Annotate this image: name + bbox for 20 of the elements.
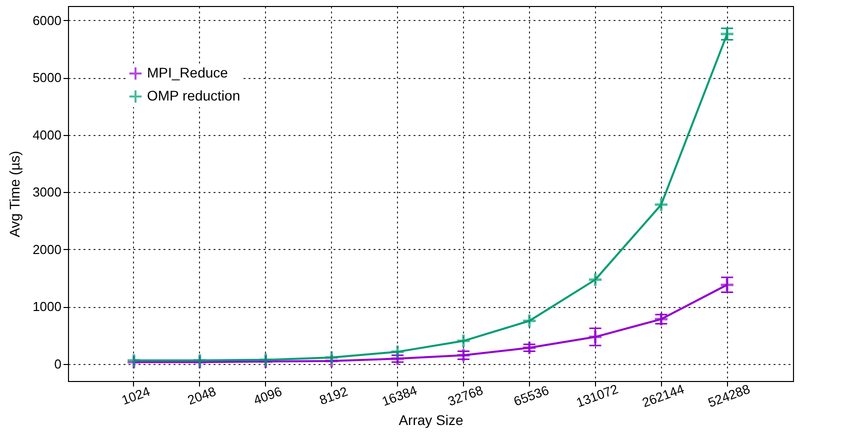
legend-label: MPI_Reduce (147, 64, 228, 80)
x-tick-label: 1024 (120, 384, 152, 408)
x-tick-label: 4096 (251, 384, 284, 408)
y-tick-label: 3000 (32, 184, 62, 200)
x-tick-label: 32768 (446, 382, 485, 409)
legend-label: OMP reduction (147, 88, 240, 104)
y-tick-label: 6000 (32, 12, 62, 28)
y-axis-title: Avg Time (µs) (6, 150, 23, 238)
y-tick-label: 4000 (32, 127, 62, 142)
x-tick-label: 65536 (512, 382, 551, 409)
x-axis-title: Array Size (398, 412, 464, 428)
y-tick-label: 5000 (32, 70, 62, 86)
x-tick-label: 524288 (706, 381, 752, 410)
x-tick-label: 16384 (380, 382, 419, 409)
x-tick-label: 2048 (186, 384, 218, 408)
x-tick-label: 131072 (574, 381, 620, 410)
y-tick-label: 0 (54, 356, 62, 372)
y-tick-label: 1000 (32, 299, 62, 314)
y-tick-label: 2000 (32, 242, 62, 257)
x-tick-label: 8192 (317, 384, 350, 408)
